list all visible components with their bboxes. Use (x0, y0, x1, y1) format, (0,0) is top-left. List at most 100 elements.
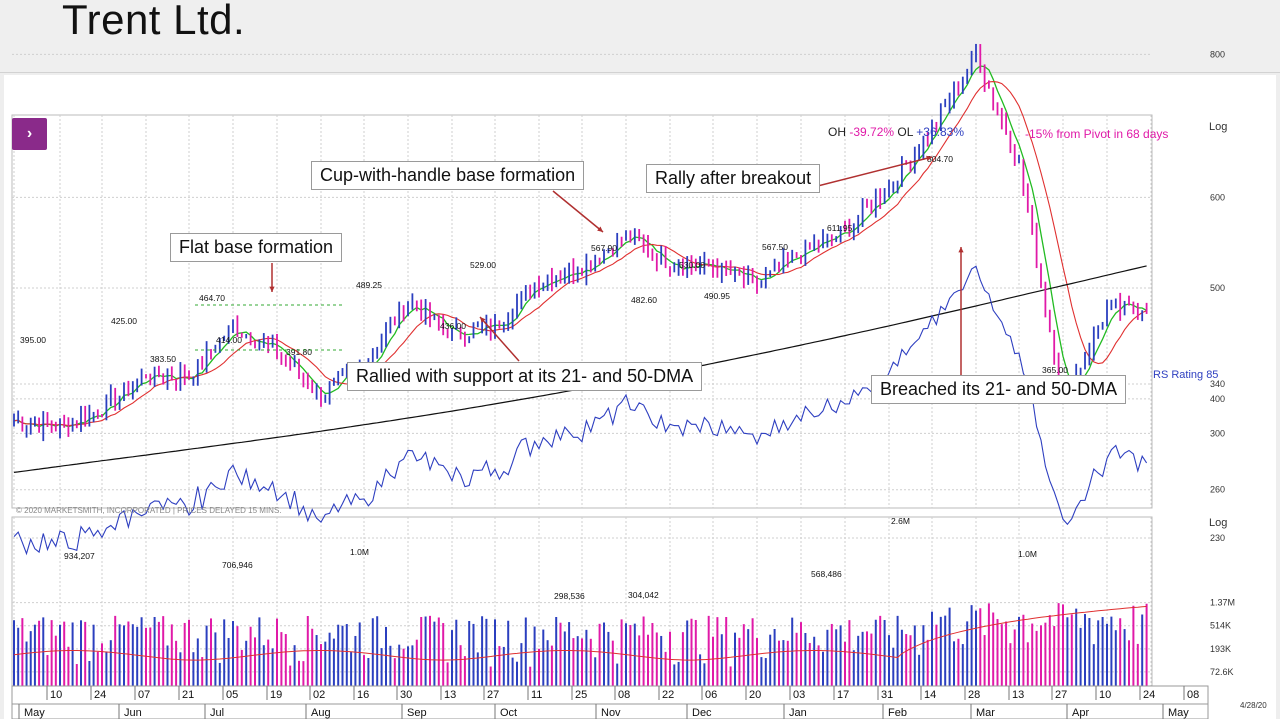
callout-arrow (552, 190, 604, 233)
volume-tick: 72.6K (1210, 667, 1234, 677)
price-tick: 800 (1210, 49, 1225, 59)
rs-line (13, 265, 1148, 556)
month-label: Jul (210, 707, 224, 719)
price-label: 436.00 (440, 321, 466, 331)
month-label: Nov (601, 707, 621, 719)
month-label: Oct (500, 707, 517, 719)
ol-value: +36.83% (916, 125, 965, 139)
price-label: 567.50 (762, 242, 788, 252)
callout-arrowhead (597, 226, 603, 232)
price-tick: 300 (1210, 428, 1225, 438)
date-tick: 08 (618, 689, 630, 701)
price-label: 529.00 (470, 260, 496, 270)
date-tick: 24 (1143, 689, 1155, 701)
date-tick: 31 (881, 689, 893, 701)
price-tick: 260 (1210, 485, 1225, 495)
month-label: May (1168, 707, 1189, 719)
price-label: 414.00 (216, 335, 242, 345)
price-label: 391.80 (286, 347, 312, 357)
callout-arrows (269, 155, 964, 375)
oh-ol-readout: OH -39.72% OL +36.83% (828, 125, 964, 139)
date-tick: 13 (1012, 689, 1024, 701)
price-axis-log-label: Log (1209, 121, 1227, 133)
callout-rally: Rally after breakout (646, 164, 821, 193)
date-tick: 30 (400, 689, 412, 701)
date-tick: 05 (226, 689, 238, 701)
date-tick: 03 (793, 689, 805, 701)
oh-value: -39.72% (849, 125, 895, 139)
callout-arrowhead (269, 286, 275, 292)
date-tick: 16 (357, 689, 369, 701)
copyright-note: © 2020 MARKETSMITH, INCORPORATED | PRICE… (16, 506, 282, 515)
date-tick: 13 (444, 689, 456, 701)
volume-label: 2.6M (891, 516, 910, 526)
month-label: Apr (1072, 707, 1089, 719)
price-tick: 400 (1210, 394, 1225, 404)
oh-label: OH (828, 125, 846, 139)
price-label: 489.25 (356, 280, 382, 290)
rs-rating-label: RS Rating 85 (1153, 369, 1218, 381)
price-label: 482.60 (631, 295, 657, 305)
month-label: Jan (789, 707, 807, 719)
callout-breach: Breached its 21- and 50-DMA (871, 375, 1127, 404)
date-tick: 21 (182, 689, 194, 701)
month-label: May (24, 707, 45, 719)
date-tick: 02 (313, 689, 325, 701)
date-tick: 10 (50, 689, 62, 701)
ol-label: OL (897, 125, 913, 139)
callout-arrow (479, 316, 520, 362)
callout-arrowhead (926, 155, 932, 161)
price-label: 490.95 (704, 291, 730, 301)
date-tick: 11 (531, 689, 542, 701)
volume-label: 934,207 (64, 551, 95, 561)
date-tick: 24 (94, 689, 106, 701)
date-tick: 07 (138, 689, 150, 701)
volume-bars (13, 603, 1148, 686)
price-label: 395.00 (20, 335, 46, 345)
date-tick: 10 (1099, 689, 1111, 701)
date-tick: 06 (705, 689, 717, 701)
volume-label: 304,042 (628, 590, 659, 600)
callout-flat-base: Flat base formation (170, 233, 343, 262)
price-label: 425.00 (111, 316, 137, 326)
volume-axis-log-label: Log (1209, 517, 1227, 529)
date-tick: 27 (1055, 689, 1067, 701)
month-label: Sep (407, 707, 427, 719)
callout-arrowhead (958, 247, 964, 253)
price-label: 804.70 (927, 154, 953, 164)
date-tick: 28 (968, 689, 980, 701)
volume-average-line (13, 605, 1147, 661)
price-tick: 230 (1210, 533, 1225, 543)
price-label: 567.90 (591, 243, 617, 253)
price-tick: 600 (1210, 192, 1225, 202)
date-stamp: 4/28/20 (1240, 701, 1267, 710)
price-label: 611.95 (827, 223, 853, 233)
month-label: Mar (976, 707, 995, 719)
volume-label: 298,536 (554, 591, 585, 601)
date-tick: 20 (749, 689, 761, 701)
expand-chevron-button[interactable]: › (12, 118, 47, 150)
date-tick: 14 (924, 689, 936, 701)
date-tick: 08 (1187, 689, 1199, 701)
volume-label: 1.0M (1018, 549, 1037, 559)
volume-label: 1.0M (350, 547, 369, 557)
price-label: 383.50 (150, 354, 176, 364)
title-bar: Trent Ltd. (0, 0, 1280, 73)
volume-label: 568,486 (811, 569, 842, 579)
date-tick: 25 (575, 689, 587, 701)
date-tick: 27 (487, 689, 499, 701)
callout-arrowhead (480, 317, 486, 323)
date-tick: 17 (837, 689, 849, 701)
callout-cup-handle: Cup-with-handle base formation (311, 161, 585, 190)
callout-arrow (797, 156, 933, 192)
price-tick: 340 (1210, 379, 1225, 389)
price-label: 365.00 (1042, 365, 1068, 375)
page-title: Trent Ltd. (62, 0, 246, 43)
volume-tick: 1.37M (1210, 598, 1235, 608)
month-label: Jun (124, 707, 142, 719)
date-tick: 19 (270, 689, 282, 701)
volume-label: 706,946 (222, 560, 253, 570)
month-label: Dec (692, 707, 712, 719)
chart-labels: RS Rating 85 395.00 425.00 383.50 464.70 414.… (20, 154, 1218, 601)
